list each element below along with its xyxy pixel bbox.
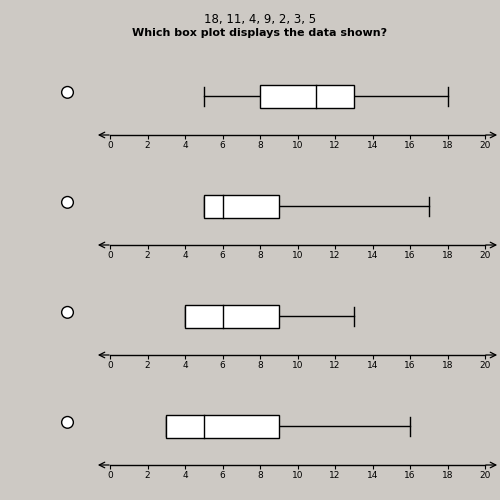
Bar [260, 84, 354, 108]
Bar [166, 414, 279, 438]
Text: Which box plot displays the data shown?: Which box plot displays the data shown? [132, 28, 388, 38]
Bar [204, 194, 279, 218]
Circle shape [62, 306, 74, 318]
Text: 18, 11, 4, 9, 2, 3, 5: 18, 11, 4, 9, 2, 3, 5 [204, 12, 316, 26]
Circle shape [62, 86, 74, 98]
Bar [185, 304, 279, 328]
Circle shape [62, 416, 74, 428]
Circle shape [62, 196, 74, 208]
